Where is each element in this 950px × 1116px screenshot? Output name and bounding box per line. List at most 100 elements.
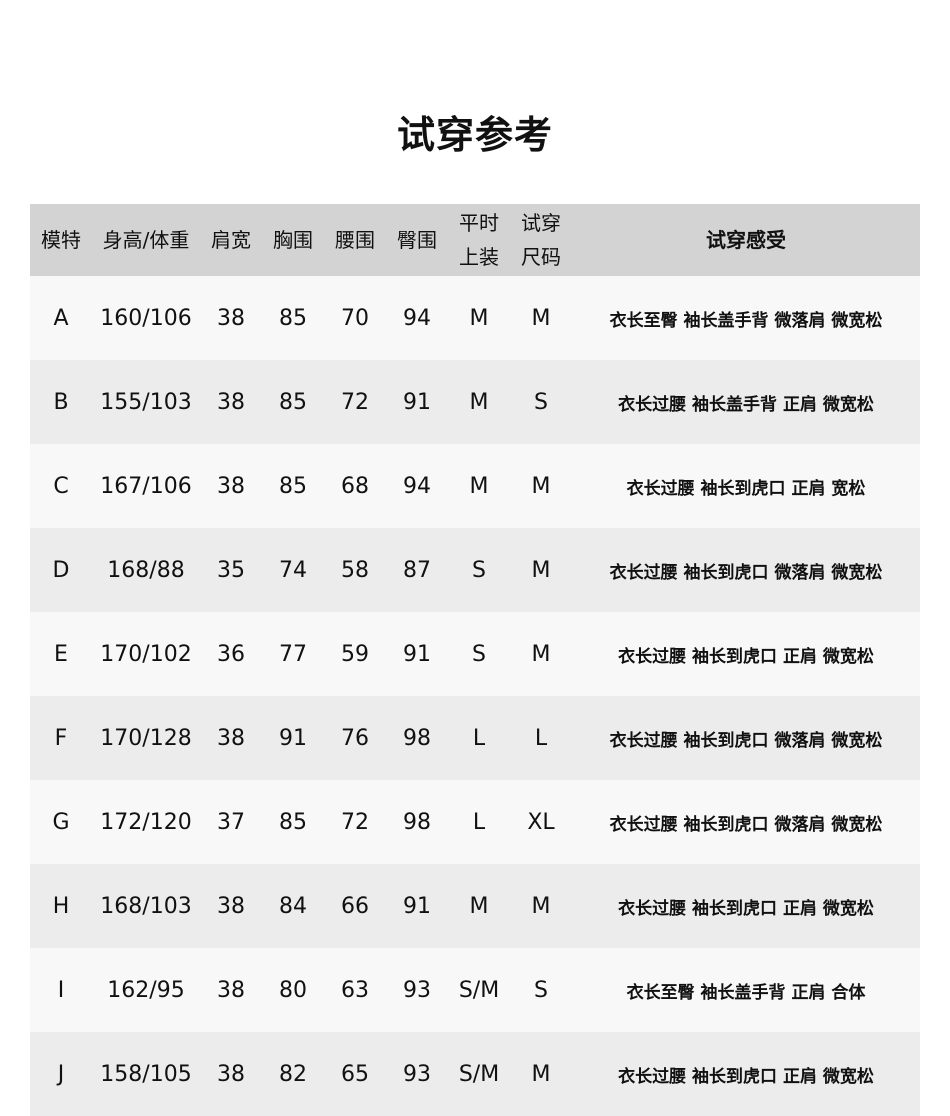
cell-tried-size: M — [531, 305, 551, 331]
cell-hip: 93 — [403, 977, 431, 1003]
header-hip: 臀围 — [397, 228, 437, 252]
table-row: C 167/106 38 85 68 94 M M 衣长过腰 袖长到虎口 正肩 宽松 — [30, 444, 920, 528]
cell-model: I — [57, 977, 65, 1003]
cell-chest: 85 — [279, 305, 307, 331]
cell-shoulder: 37 — [217, 809, 245, 835]
header-fit-feel: 试穿感受 — [706, 228, 786, 252]
cell-tried-size: M — [531, 641, 551, 667]
cell-fit-feel: 衣长过腰 袖长到虎口 微落肩 微宽松 — [609, 730, 883, 751]
cell-waist: 66 — [341, 893, 369, 919]
cell-chest: 85 — [279, 473, 307, 499]
cell-model: B — [53, 389, 69, 415]
cell-waist: 58 — [341, 557, 369, 583]
cell-shoulder: 38 — [217, 893, 245, 919]
header-shoulder: 肩宽 — [211, 228, 251, 252]
cell-chest: 91 — [279, 725, 307, 751]
cell-chest: 77 — [279, 641, 307, 667]
cell-fit-feel: 衣长至臀 袖长盖手背 微落肩 微宽松 — [609, 310, 883, 331]
cell-shoulder: 38 — [217, 1061, 245, 1087]
cell-tried-size: L — [534, 725, 548, 751]
cell-fit-feel: 衣长过腰 袖长到虎口 微落肩 微宽松 — [609, 814, 883, 835]
cell-usual-top: M — [469, 473, 489, 499]
cell-usual-top: S/M — [458, 1061, 500, 1087]
table-row: F 170/128 38 91 76 98 L L 衣长过腰 袖长到虎口 微落肩 微宽松 — [30, 696, 920, 780]
cell-tried-size: M — [531, 1061, 551, 1087]
header-tried-size: 试穿尺码 — [510, 204, 572, 276]
cell-waist: 72 — [341, 809, 369, 835]
cell-height-weight: 162/95 — [107, 977, 185, 1003]
cell-waist: 63 — [341, 977, 369, 1003]
cell-tried-size: XL — [527, 809, 555, 835]
header-model: 模特 — [41, 228, 81, 252]
cell-height-weight: 170/102 — [100, 641, 192, 667]
cell-model: A — [53, 305, 69, 331]
cell-model: H — [52, 893, 70, 919]
cell-chest: 82 — [279, 1061, 307, 1087]
header-row: 模特 身高/体重 肩宽 胸围 腰围 臀围 平时上装 试穿尺码 试穿感受 — [30, 204, 920, 276]
header-usual-top-label: 平时上装 — [459, 211, 499, 269]
cell-height-weight: 170/128 — [100, 725, 192, 751]
cell-shoulder: 36 — [217, 641, 245, 667]
cell-hip: 91 — [403, 389, 431, 415]
cell-fit-feel: 衣长至臀 袖长盖手背 正肩 合体 — [626, 982, 866, 1003]
cell-usual-top: L — [472, 809, 486, 835]
header-height-weight: 身高/体重 — [102, 228, 190, 252]
header-waist: 腰围 — [335, 228, 375, 252]
cell-fit-feel: 衣长过腰 袖长到虎口 微落肩 微宽松 — [609, 562, 883, 583]
cell-waist: 76 — [341, 725, 369, 751]
table-row: J 158/105 38 82 65 93 S/M M 衣长过腰 袖长到虎口 正肩 微宽松 — [30, 1032, 920, 1116]
cell-chest: 85 — [279, 809, 307, 835]
cell-usual-top: S — [472, 557, 486, 583]
cell-shoulder: 38 — [217, 977, 245, 1003]
cell-fit-feel: 衣长过腰 袖长到虎口 正肩 微宽松 — [618, 898, 874, 919]
cell-shoulder: 38 — [217, 473, 245, 499]
page-title: 试穿参考 — [396, 113, 553, 157]
cell-shoulder: 35 — [217, 557, 245, 583]
header-tried-size-label: 试穿尺码 — [521, 211, 561, 269]
table-row: A 160/106 38 85 70 94 M M 衣长至臀 袖长盖手背 微落肩 微宽松 — [30, 276, 920, 360]
cell-chest: 84 — [279, 893, 307, 919]
cell-hip: 98 — [403, 725, 431, 751]
cell-model: C — [53, 473, 69, 499]
cell-model: F — [54, 725, 68, 751]
cell-tried-size: M — [531, 893, 551, 919]
cell-hip: 91 — [403, 641, 431, 667]
cell-fit-feel: 衣长过腰 袖长盖手背 正肩 微宽松 — [618, 394, 874, 415]
table-row: B 155/103 38 85 72 91 M S 衣长过腰 袖长盖手背 正肩 微宽松 — [30, 360, 920, 444]
cell-height-weight: 172/120 — [100, 809, 192, 835]
cell-tried-size: S — [534, 977, 548, 1003]
cell-fit-feel: 衣长过腰 袖长到虎口 正肩 宽松 — [626, 478, 866, 499]
cell-waist: 65 — [341, 1061, 369, 1087]
cell-waist: 68 — [341, 473, 369, 499]
cell-model: G — [52, 809, 70, 835]
cell-height-weight: 155/103 — [100, 389, 192, 415]
cell-model: E — [54, 641, 68, 667]
cell-height-weight: 168/88 — [107, 557, 185, 583]
cell-hip: 98 — [403, 809, 431, 835]
cell-shoulder: 38 — [217, 389, 245, 415]
cell-usual-top: L — [472, 725, 486, 751]
cell-hip: 94 — [403, 305, 431, 331]
cell-model: J — [57, 1061, 65, 1087]
table-row: D 168/88 35 74 58 87 S M 衣长过腰 袖长到虎口 微落肩 微宽松 — [30, 528, 920, 612]
cell-shoulder: 38 — [217, 305, 245, 331]
cell-height-weight: 158/105 — [100, 1061, 192, 1087]
cell-height-weight: 168/103 — [100, 893, 192, 919]
header-usual-top: 平时上装 — [448, 204, 510, 276]
cell-height-weight: 160/106 — [100, 305, 192, 331]
cell-hip: 91 — [403, 893, 431, 919]
cell-chest: 80 — [279, 977, 307, 1003]
table-row: G 172/120 37 85 72 98 L XL 衣长过腰 袖长到虎口 微落肩 微宽松 — [30, 780, 920, 864]
header-chest: 胸围 — [273, 228, 313, 252]
cell-hip: 87 — [403, 557, 431, 583]
cell-hip: 94 — [403, 473, 431, 499]
cell-usual-top: S — [472, 641, 486, 667]
cell-hip: 93 — [403, 1061, 431, 1087]
cell-fit-feel: 衣长过腰 袖长到虎口 正肩 微宽松 — [618, 646, 874, 667]
cell-usual-top: M — [469, 305, 489, 331]
table-row: E 170/102 36 77 59 91 S M 衣长过腰 袖长到虎口 正肩 微宽松 — [30, 612, 920, 696]
cell-tried-size: M — [531, 557, 551, 583]
cell-model: D — [52, 557, 70, 583]
cell-waist: 70 — [341, 305, 369, 331]
cell-height-weight: 167/106 — [100, 473, 192, 499]
